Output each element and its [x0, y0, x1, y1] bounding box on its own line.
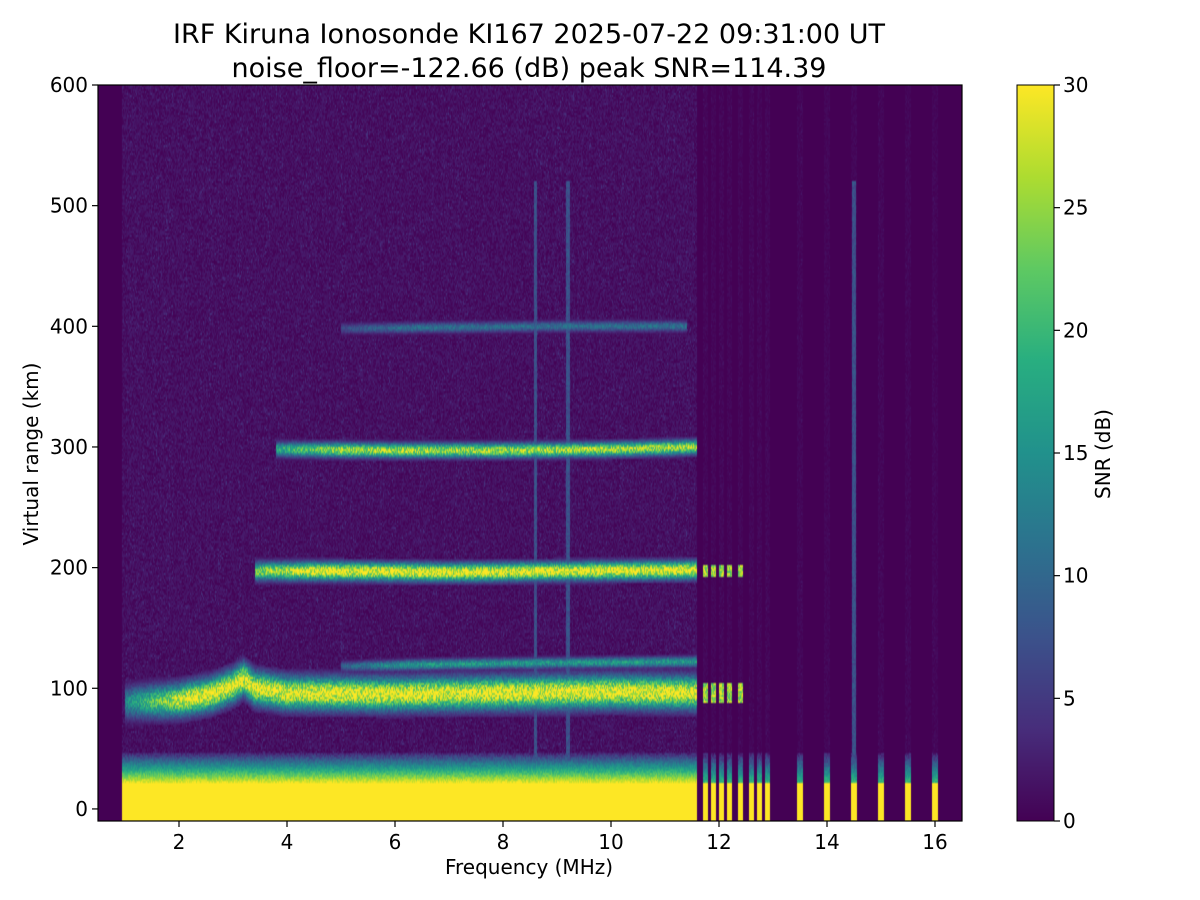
plot-area: 2 4 6 8 10 12 14 16 0 100 200 300 400 500 600: [50, 73, 963, 854]
heatmap-image: [98, 85, 962, 821]
colorbar: 0 5 10 15 20 25 30 SNR (dB): [1016, 73, 1115, 833]
colorbar-tick-label: 5: [1063, 686, 1076, 710]
colorbar-ticks: 0 5 10 15 20 25 30: [1054, 73, 1088, 833]
x-tick-label: 12: [706, 830, 731, 854]
chart-title-line-2: noise_floor=-122.66 (dB) peak SNR=114.39: [232, 53, 827, 84]
y-tick-label: 200: [50, 556, 88, 580]
x-tick-label: 8: [497, 830, 510, 854]
y-tick-label: 400: [50, 314, 88, 338]
colorbar-label: SNR (dB): [1091, 409, 1115, 499]
colorbar-tick-label: 0: [1063, 809, 1076, 833]
x-tick-label: 10: [598, 830, 623, 854]
x-axis-label: Frequency (MHz): [445, 855, 613, 879]
colorbar-tick-label: 15: [1063, 441, 1088, 465]
chart-title-line-1: IRF Kiruna Ionosonde KI167 2025-07-22 09…: [173, 19, 886, 50]
plot-frame: [97, 84, 963, 822]
colorbar-tick-label: 20: [1063, 318, 1088, 342]
colorbar-tick-label: 30: [1063, 73, 1088, 97]
colorbar-gradient: [1016, 84, 1055, 822]
x-tick-label: 14: [814, 830, 839, 854]
x-tick-label: 6: [389, 830, 402, 854]
colorbar-tick-label: 25: [1063, 196, 1088, 220]
x-tick-label: 2: [173, 830, 186, 854]
y-tick-label: 0: [75, 797, 88, 821]
y-axis-label: Virtual range (km): [19, 363, 43, 546]
y-axis-ticks: 0 100 200 300 400 500 600: [50, 73, 98, 821]
y-tick-label: 600: [50, 73, 88, 97]
y-tick-label: 500: [50, 194, 88, 218]
x-tick-label: 16: [922, 830, 947, 854]
colorbar-tick-label: 10: [1063, 564, 1088, 588]
x-axis-ticks: 2 4 6 8 10 12 14 16: [173, 821, 948, 854]
y-tick-label: 100: [50, 676, 88, 700]
y-tick-label: 300: [50, 435, 88, 459]
x-tick-label: 4: [281, 830, 294, 854]
